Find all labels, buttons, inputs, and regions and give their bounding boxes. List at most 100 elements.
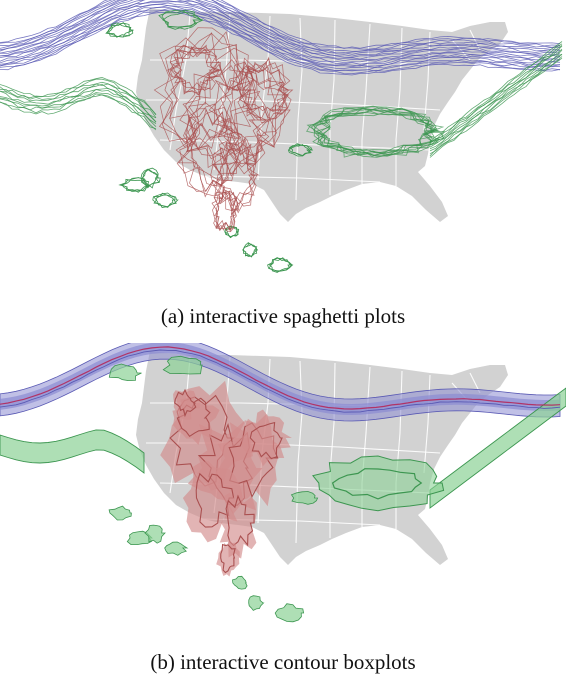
green-contour-line — [0, 94, 157, 129]
green-contour-fragment — [224, 225, 239, 238]
red-contour-line — [176, 106, 241, 197]
green-contour-fragment — [288, 144, 311, 156]
blue-contour-line — [0, 10, 561, 75]
green-contour-loop — [311, 105, 434, 155]
green-contour-fragment — [268, 257, 292, 273]
red-contour-line — [170, 44, 221, 94]
blue-contour-line — [0, 11, 561, 76]
red-contour-line — [238, 64, 294, 123]
green-contour-line — [429, 53, 563, 152]
green-contour-line — [0, 93, 157, 131]
contour-boxplot-map — [0, 343, 566, 623]
blue-contour-line — [0, 0, 561, 55]
state-border-line — [213, 13, 231, 171]
red-contour-line — [179, 75, 268, 175]
blue-contour-line — [0, 1, 561, 65]
blue-contour-line — [0, 0, 561, 62]
green-contour-fragment — [108, 363, 142, 382]
green-contour-fragment — [121, 177, 151, 192]
green-contour-line — [429, 56, 563, 157]
red-contour-line — [170, 45, 218, 96]
green-contour-fragment — [162, 12, 204, 28]
red-contour-line — [159, 31, 252, 145]
green-contour-lines — [0, 9, 563, 273]
green-contour-line — [429, 57, 563, 158]
spaghetti-plot-map — [0, 0, 563, 273]
red-envelope-region — [241, 409, 292, 467]
red-contour-line — [210, 139, 255, 207]
red-band — [160, 380, 292, 577]
state-border-line — [329, 362, 336, 538]
red-contour-line — [213, 186, 238, 233]
green-contour-line — [429, 45, 563, 146]
blue-contour-line — [0, 0, 561, 50]
green-contour-fragment — [108, 22, 134, 38]
red-contour-line — [217, 60, 285, 157]
green-contour-fragment — [141, 169, 161, 188]
red-contour-line — [169, 44, 222, 95]
red-median-contour — [220, 543, 236, 574]
green-contour-fragment — [242, 243, 258, 258]
green-band — [0, 355, 566, 623]
green-contour-fragment — [268, 257, 294, 273]
green-contour-line — [0, 76, 157, 115]
green-contour-fragment — [108, 505, 132, 521]
blue-contour-line — [0, 3, 561, 68]
green-contour-fragment — [161, 9, 203, 30]
panel-contour-boxplots — [0, 343, 566, 643]
green-envelope-band — [429, 387, 566, 509]
blue-contour-line — [0, 0, 561, 57]
green-envelope-loop — [312, 455, 445, 512]
red-contour-line — [183, 65, 270, 182]
green-contour-fragment — [274, 603, 305, 623]
red-contour-line — [211, 190, 237, 231]
state-border-line — [423, 31, 431, 131]
red-contour-line — [239, 65, 289, 120]
green-contour-fragment — [290, 491, 319, 505]
green-contour-line — [429, 54, 563, 155]
red-contour-line — [245, 56, 287, 112]
red-envelope-region — [173, 390, 200, 420]
green-contour-fragment — [248, 595, 265, 611]
green-contour-loop — [318, 107, 445, 154]
red-median-contour — [249, 421, 283, 460]
red-contour-lines — [153, 27, 294, 233]
green-contour-fragment — [106, 22, 132, 38]
green-contour-fragment — [153, 194, 177, 208]
red-contour-line — [238, 61, 290, 119]
blue-contour-lines — [0, 0, 561, 76]
state-border-line — [295, 360, 303, 544]
state-border-line — [159, 139, 431, 151]
red-contour-line — [211, 144, 258, 211]
green-contour-line — [429, 41, 563, 143]
red-contour-line — [215, 133, 260, 216]
median-contour-line — [0, 346, 561, 410]
green-contour-line — [0, 81, 157, 119]
blue-contour-line — [0, 0, 561, 52]
green-contour-fragment — [162, 355, 203, 375]
green-contour-fragment — [232, 575, 248, 590]
red-median-contour — [195, 472, 235, 528]
red-contour-line — [217, 61, 283, 165]
median-contour-lines — [0, 346, 561, 413]
panel-spaghetti-plots — [0, 0, 566, 285]
green-envelope-band — [0, 429, 145, 474]
green-median-loop — [331, 468, 423, 500]
red-contour-line — [153, 32, 251, 150]
caption-boxplots: (b) interactive contour boxplots — [150, 650, 416, 674]
green-contour-line — [429, 48, 563, 148]
red-contour-line — [169, 44, 219, 91]
red-median-contour — [225, 494, 255, 547]
red-contour-line — [215, 189, 235, 231]
blue-contour-line — [0, 0, 561, 64]
state-border-line — [199, 175, 381, 183]
red-contour-line — [182, 60, 271, 175]
blue-iqr-band — [0, 343, 560, 415]
outlier-contour-line — [0, 349, 561, 413]
blue-contour-line — [0, 6, 561, 71]
red-median-contour — [174, 388, 197, 418]
green-contour-fragment — [164, 541, 189, 556]
green-contour-line — [0, 83, 157, 119]
caption-spaghetti: (a) interactive spaghetti plots — [160, 304, 406, 328]
blue-contour-line — [0, 0, 561, 60]
